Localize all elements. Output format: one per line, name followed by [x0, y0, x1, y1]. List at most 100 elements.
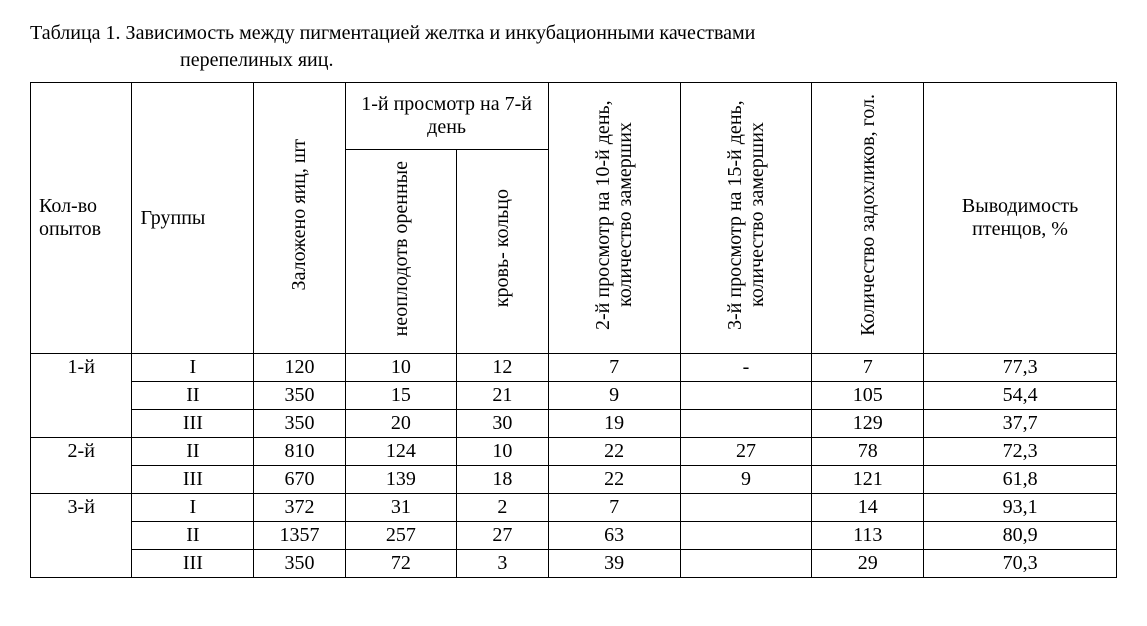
cell-eggs: 350: [254, 382, 345, 410]
cell-unfertilized: 31: [345, 494, 457, 522]
header-day7-group: 1-й просмотр на 7-й день: [345, 83, 548, 150]
cell-blood-ring: 2: [457, 494, 548, 522]
cell-blood-ring: 3: [457, 550, 548, 578]
header-blood-ring: кровь- кольцо: [457, 149, 548, 353]
cell-hatchability: 77,3: [924, 354, 1117, 382]
cell-day10: 39: [548, 550, 680, 578]
cell-suffocated: 129: [812, 410, 924, 438]
data-table: Кол-во опытов Группы Заложено яиц, шт 1-…: [30, 82, 1117, 578]
cell-blood-ring: 30: [457, 410, 548, 438]
cell-unfertilized: 139: [345, 466, 457, 494]
table-row: II35015219 10554,4: [31, 382, 1117, 410]
cell-eggs: 670: [254, 466, 345, 494]
header-label: неоплодотв оренные: [390, 155, 412, 342]
cell-day10: 19: [548, 410, 680, 438]
cell-eggs: 372: [254, 494, 345, 522]
table-row: 2-йII8101241022277872,3: [31, 438, 1117, 466]
cell-eggs: 350: [254, 550, 345, 578]
cell-day15: [680, 522, 812, 550]
cell-blood-ring: 12: [457, 354, 548, 382]
cell-hatchability: 70,3: [924, 550, 1117, 578]
cell-day10: 7: [548, 494, 680, 522]
cell-eggs: 1357: [254, 522, 345, 550]
cell-blood-ring: 18: [457, 466, 548, 494]
header-suffocated: Количество задохликов, гол.: [812, 83, 924, 354]
cell-day15: 9: [680, 466, 812, 494]
cell-unfertilized: 124: [345, 438, 457, 466]
cell-day15: -: [680, 354, 812, 382]
header-eggs-laid: Заложено яиц, шт: [254, 83, 345, 354]
cell-blood-ring: 10: [457, 438, 548, 466]
header-label: 2-й просмотр на 10-й день, количество за…: [592, 85, 636, 345]
table-row: 3-йI37231271493,1: [31, 494, 1117, 522]
cell-day10: 63: [548, 522, 680, 550]
cell-unfertilized: 10: [345, 354, 457, 382]
cell-suffocated: 105: [812, 382, 924, 410]
cell-group: III: [132, 550, 254, 578]
header-label: Группы: [140, 207, 205, 229]
cell-blood-ring: 27: [457, 522, 548, 550]
cell-blood-ring: 21: [457, 382, 548, 410]
cell-unfertilized: 15: [345, 382, 457, 410]
caption-text-1: Зависимость между пигментацией желтка и …: [126, 22, 756, 44]
header-label: Количество задохликов, гол.: [857, 88, 879, 342]
header-label: 3-й просмотр на 15-й день, количество за…: [724, 85, 768, 345]
cell-unfertilized: 72: [345, 550, 457, 578]
cell-group: II: [132, 438, 254, 466]
cell-day15: 27: [680, 438, 812, 466]
table-caption: Таблица 1. Зависимость между пигментацие…: [30, 20, 1117, 74]
header-label: Выводимость птенцов, %: [962, 195, 1078, 240]
cell-day15: [680, 410, 812, 438]
header-groups: Группы: [132, 83, 254, 354]
cell-suffocated: 14: [812, 494, 924, 522]
cell-experiment: 3-й: [31, 494, 132, 578]
header-label: Заложено яиц, шт: [288, 133, 310, 296]
table-row: III6701391822912161,8: [31, 466, 1117, 494]
cell-hatchability: 61,8: [924, 466, 1117, 494]
cell-suffocated: 121: [812, 466, 924, 494]
cell-group: I: [132, 494, 254, 522]
header-label: Кол-во опытов: [39, 195, 101, 240]
cell-group: II: [132, 382, 254, 410]
caption-text-2: перепелиных яиц.: [30, 47, 1117, 74]
cell-hatchability: 93,1: [924, 494, 1117, 522]
cell-day10: 22: [548, 438, 680, 466]
cell-suffocated: 7: [812, 354, 924, 382]
cell-day15: [680, 550, 812, 578]
cell-day10: 22: [548, 466, 680, 494]
cell-experiment: 1-й: [31, 354, 132, 438]
cell-hatchability: 37,7: [924, 410, 1117, 438]
table-body: 1-йI12010127-777,3II3501521910554,4III35…: [31, 354, 1117, 578]
header-day10: 2-й просмотр на 10-й день, количество за…: [548, 83, 680, 354]
table-row: II13572572763 11380,9: [31, 522, 1117, 550]
table-row: III35072339 2970,3: [31, 550, 1117, 578]
cell-group: II: [132, 522, 254, 550]
cell-hatchability: 54,4: [924, 382, 1117, 410]
cell-hatchability: 80,9: [924, 522, 1117, 550]
cell-experiment: 2-й: [31, 438, 132, 494]
cell-eggs: 120: [254, 354, 345, 382]
cell-group: III: [132, 410, 254, 438]
cell-group: I: [132, 354, 254, 382]
cell-eggs: 810: [254, 438, 345, 466]
cell-unfertilized: 257: [345, 522, 457, 550]
header-hatchability: Выводимость птенцов, %: [924, 83, 1117, 354]
cell-suffocated: 29: [812, 550, 924, 578]
cell-suffocated: 113: [812, 522, 924, 550]
header-label: 1-й просмотр на 7-й день: [361, 93, 532, 138]
table-row: III350203019 12937,7: [31, 410, 1117, 438]
cell-unfertilized: 20: [345, 410, 457, 438]
table-row: 1-йI12010127-777,3: [31, 354, 1117, 382]
cell-suffocated: 78: [812, 438, 924, 466]
header-label: кровь- кольцо: [491, 183, 513, 313]
cell-eggs: 350: [254, 410, 345, 438]
cell-day10: 9: [548, 382, 680, 410]
caption-prefix: Таблица 1.: [30, 22, 121, 44]
header-unfertilized: неоплодотв оренные: [345, 149, 457, 353]
header-day15: 3-й просмотр на 15-й день, количество за…: [680, 83, 812, 354]
header-experiments: Кол-во опытов: [31, 83, 132, 354]
cell-group: III: [132, 466, 254, 494]
cell-day15: [680, 382, 812, 410]
cell-day10: 7: [548, 354, 680, 382]
cell-hatchability: 72,3: [924, 438, 1117, 466]
